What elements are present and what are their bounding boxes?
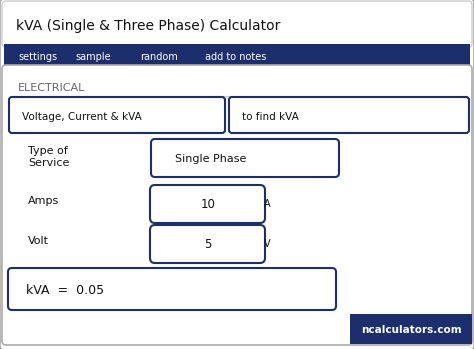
Text: kVA (Single & Three Phase) Calculator: kVA (Single & Three Phase) Calculator — [16, 19, 281, 33]
FancyBboxPatch shape — [8, 268, 336, 310]
Text: sample: sample — [75, 52, 110, 62]
Text: Type of: Type of — [28, 146, 68, 156]
Text: Single Phase: Single Phase — [175, 154, 246, 164]
FancyBboxPatch shape — [4, 44, 470, 68]
FancyBboxPatch shape — [150, 225, 265, 263]
FancyBboxPatch shape — [350, 314, 472, 344]
Text: random: random — [140, 52, 178, 62]
Text: V: V — [264, 239, 271, 249]
FancyBboxPatch shape — [151, 139, 339, 177]
Text: Voltage, Current & kVA: Voltage, Current & kVA — [22, 112, 142, 122]
FancyBboxPatch shape — [4, 45, 294, 67]
Text: ncalculators.com: ncalculators.com — [361, 325, 461, 335]
Text: to find kVA: to find kVA — [242, 112, 299, 122]
Text: A: A — [264, 199, 271, 209]
Text: 10: 10 — [201, 198, 216, 210]
Text: settings: settings — [18, 52, 57, 62]
FancyBboxPatch shape — [2, 1, 472, 47]
FancyBboxPatch shape — [294, 45, 470, 67]
Text: ELECTRICAL: ELECTRICAL — [18, 83, 85, 93]
Text: Volt: Volt — [28, 236, 49, 246]
Text: Amps: Amps — [28, 196, 59, 206]
Text: Service: Service — [28, 158, 69, 168]
FancyBboxPatch shape — [229, 97, 469, 133]
Text: kVA  =  0.05: kVA = 0.05 — [26, 283, 104, 297]
Text: 5: 5 — [204, 238, 212, 251]
Text: add to notes: add to notes — [205, 52, 266, 62]
FancyBboxPatch shape — [9, 97, 225, 133]
FancyBboxPatch shape — [2, 65, 472, 345]
FancyBboxPatch shape — [150, 185, 265, 223]
